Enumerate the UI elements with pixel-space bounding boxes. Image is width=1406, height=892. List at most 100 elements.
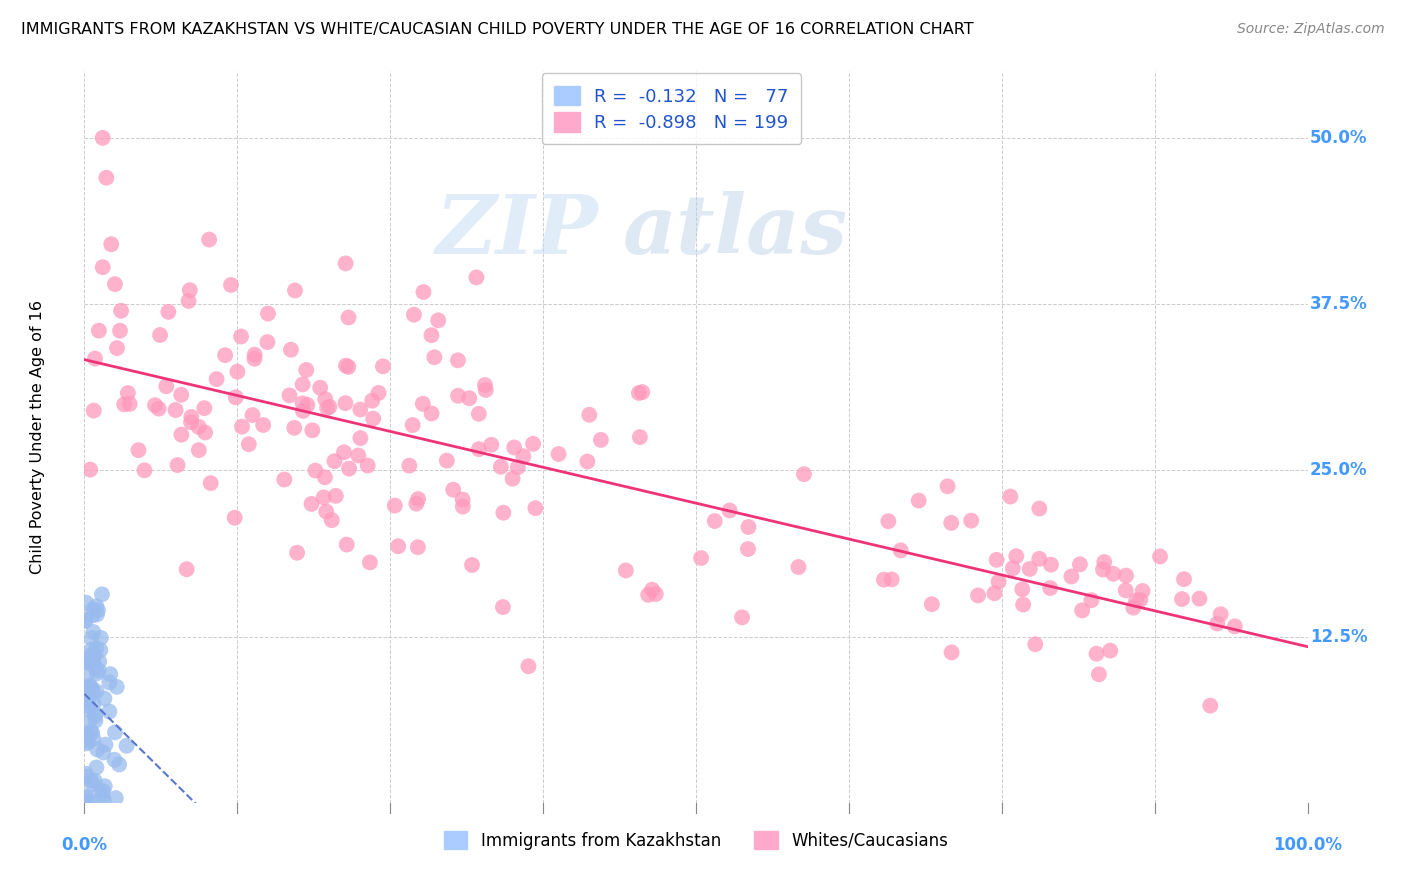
Point	[427, 313, 450, 327]
Point	[936, 479, 959, 493]
Point	[398, 458, 420, 473]
Point	[187, 443, 209, 458]
Point	[143, 398, 166, 412]
Point	[98, 667, 121, 681]
Point	[304, 464, 326, 478]
Point	[243, 348, 266, 362]
Point	[118, 397, 141, 411]
Point	[321, 513, 343, 527]
Point	[1060, 569, 1083, 583]
Point	[149, 328, 172, 343]
Point	[877, 514, 900, 528]
Point	[357, 458, 380, 473]
Point	[967, 589, 990, 603]
Point	[82, 624, 104, 639]
Point	[127, 443, 149, 458]
Point	[75, 728, 97, 742]
Point	[1171, 592, 1194, 607]
Point	[104, 791, 127, 805]
Point	[80, 681, 103, 695]
Point	[412, 397, 434, 411]
Point	[280, 343, 302, 357]
Point	[90, 631, 112, 645]
Point	[301, 497, 323, 511]
Point	[89, 784, 111, 798]
Point	[314, 470, 336, 484]
Point	[436, 453, 458, 467]
Point	[76, 732, 98, 747]
Point	[631, 385, 654, 400]
Point	[80, 724, 103, 739]
Point	[522, 437, 544, 451]
Point	[84, 709, 107, 723]
Text: 12.5%: 12.5%	[1310, 628, 1368, 646]
Point	[423, 351, 446, 365]
Point	[80, 657, 103, 671]
Point	[89, 655, 111, 669]
Point	[690, 551, 713, 566]
Point	[315, 505, 337, 519]
Point	[337, 359, 360, 374]
Point	[1024, 637, 1046, 651]
Point	[401, 417, 423, 432]
Point	[91, 784, 114, 798]
Point	[84, 714, 107, 728]
Point	[880, 573, 903, 587]
Point	[524, 501, 547, 516]
Point	[134, 463, 156, 477]
Point	[737, 541, 759, 556]
Point	[960, 514, 983, 528]
Point	[157, 305, 180, 319]
Point	[86, 641, 108, 656]
Point	[96, 170, 118, 185]
Point	[82, 655, 104, 669]
Point	[986, 553, 1008, 567]
Point	[100, 237, 122, 252]
Point	[873, 573, 896, 587]
Point	[387, 539, 409, 553]
Point	[231, 419, 253, 434]
Point	[576, 454, 599, 468]
Point	[83, 648, 105, 662]
Point	[412, 285, 434, 299]
Point	[1115, 568, 1137, 582]
Point	[86, 666, 108, 681]
Point	[468, 407, 491, 421]
Point	[447, 353, 470, 368]
Point	[547, 447, 569, 461]
Point	[793, 467, 815, 482]
Point	[641, 582, 664, 597]
Text: ZIP: ZIP	[436, 191, 598, 271]
Point	[79, 656, 101, 670]
Point	[1071, 603, 1094, 617]
Point	[941, 516, 963, 530]
Point	[492, 600, 515, 615]
Point	[80, 773, 103, 788]
Point	[1206, 616, 1229, 631]
Point	[238, 437, 260, 451]
Point	[323, 454, 346, 468]
Point	[787, 560, 810, 574]
Point	[402, 308, 425, 322]
Point	[180, 409, 202, 424]
Point	[79, 679, 101, 693]
Point	[506, 460, 529, 475]
Point	[347, 449, 370, 463]
Text: IMMIGRANTS FROM KAZAKHSTAN VS WHITE/CAUCASIAN CHILD POVERTY UNDER THE AGE OF 16 : IMMIGRANTS FROM KAZAKHSTAN VS WHITE/CAUC…	[21, 22, 974, 37]
Point	[349, 431, 371, 445]
Point	[225, 390, 247, 404]
Point	[907, 493, 929, 508]
Point	[333, 445, 356, 459]
Point	[461, 558, 484, 572]
Point	[1012, 598, 1035, 612]
Point	[420, 407, 443, 421]
Text: Source: ZipAtlas.com: Source: ZipAtlas.com	[1237, 22, 1385, 37]
Point	[257, 307, 280, 321]
Point	[86, 760, 108, 774]
Point	[1028, 501, 1050, 516]
Point	[578, 408, 600, 422]
Point	[474, 383, 496, 397]
Point	[200, 476, 222, 491]
Point	[82, 697, 104, 711]
Point	[226, 365, 249, 379]
